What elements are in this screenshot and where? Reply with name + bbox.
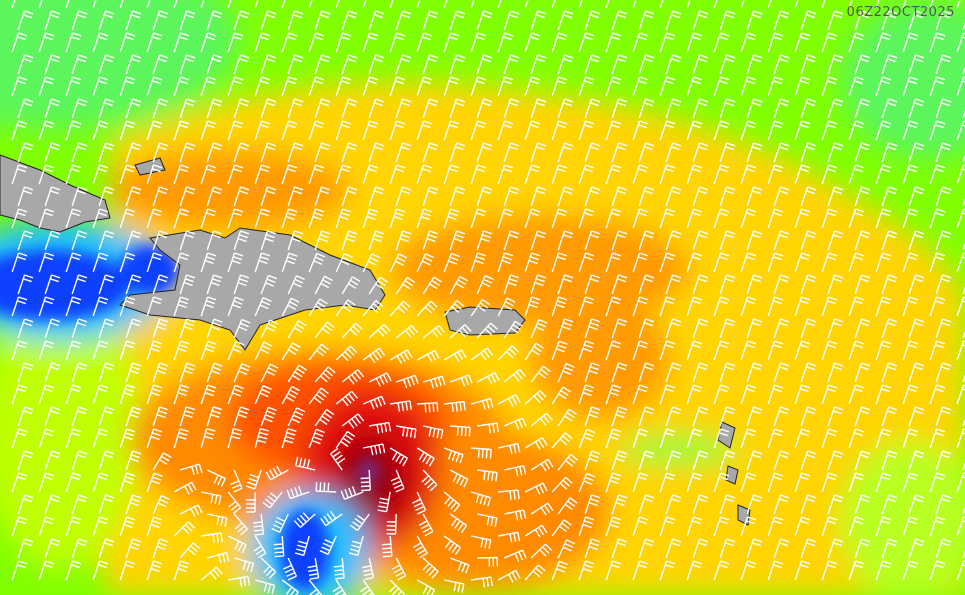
- wind-barbs: [11, 0, 965, 595]
- timestamp: 06Z22OCT2025: [847, 5, 955, 20]
- island: [0, 154, 111, 233]
- wind-barb: [11, 0, 965, 595]
